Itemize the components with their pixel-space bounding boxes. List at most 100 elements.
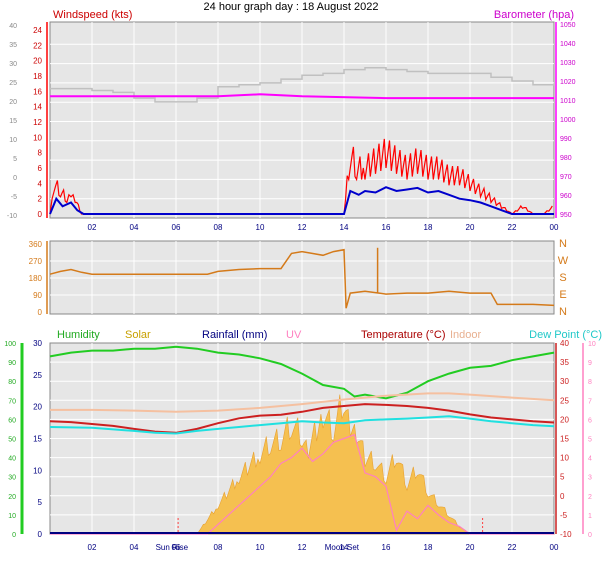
wind-tick-label: 0 (38, 210, 43, 219)
baro-tick-label: 950 (560, 212, 572, 219)
wind-tick-label: 10 (33, 133, 42, 142)
compass-label: N (559, 306, 567, 318)
uv-tick-label: 6 (588, 417, 592, 424)
temp-tick-label: 20 (560, 415, 569, 424)
wind-outer-tick-label: 25 (9, 80, 17, 87)
wind-tick-label: 2 (38, 195, 43, 204)
compass-label: E (559, 289, 566, 301)
x-tick-label-top: 06 (172, 223, 181, 232)
legend-label: UV (286, 329, 302, 341)
temp-tick-label: 0 (560, 492, 565, 501)
rain-tick-label: 15 (33, 435, 42, 444)
temp-panel-labels: Humidity Solar Rainfall (mm) UV Temperature … (57, 329, 602, 341)
temp-tick-label: 25 (560, 396, 569, 405)
legend-label: Humidity (57, 329, 100, 341)
temp-tick-label: 40 (560, 339, 569, 348)
temp-tick-label: 15 (560, 435, 569, 444)
wind-tick-label: 18 (33, 72, 42, 81)
direction-tick-label: 270 (29, 257, 43, 266)
humidity-tick-label: 100 (4, 341, 16, 348)
temp-series (49, 345, 555, 535)
x-tick-label-bottom: 04 (130, 543, 139, 552)
uv-tick-label: 5 (588, 437, 592, 444)
wind-tick-label: 22 (33, 41, 42, 50)
x-tick-label-bottom: 06 (172, 543, 181, 552)
compass-label: S (559, 272, 566, 284)
compass-label: W (558, 255, 569, 267)
direction-series (49, 247, 555, 309)
uv-tick-label: 1 (588, 513, 592, 520)
baro-tick-label: 960 (560, 193, 572, 200)
x-tick-label-top: 02 (88, 223, 97, 232)
uv-tick-label: 8 (588, 379, 592, 386)
direction-tick-label: 0 (38, 308, 43, 317)
barometer-label: Barometer (hpa) (494, 9, 574, 21)
rain-tick-label: 10 (33, 466, 42, 475)
x-tick-label-bottom: 08 (214, 543, 223, 552)
rain-tick-label: 20 (33, 403, 42, 412)
wind-tick-label: 8 (38, 149, 43, 158)
legend-label: Indoor (450, 329, 482, 341)
wind-tick-label: 14 (33, 103, 42, 112)
legend-label: Dew Point (°C) (529, 329, 602, 341)
windspeed-label: Windspeed (kts) (53, 9, 132, 21)
humidity-tick-label: 10 (8, 513, 16, 520)
x-tick-label-bottom: 10 (256, 543, 265, 552)
uv-tick-label: 0 (588, 532, 592, 539)
sunrise-label: Sun Rise (156, 543, 189, 552)
x-tick-labels: 02 02 04 04 06 06 08 08 10 10 12 12 14 14 16 16 18 18 20 20… (88, 223, 559, 552)
baro-tick-label: 970 (560, 174, 572, 181)
baro-tick-label: 990 (560, 136, 572, 143)
x-tick-label-top: 10 (256, 223, 265, 232)
x-tick-label-top: 12 (298, 223, 307, 232)
x-tick-label-bottom: 20 (466, 543, 475, 552)
x-tick-label-bottom: 12 (298, 543, 307, 552)
legend-label: Temperature (°C) (361, 329, 445, 341)
wind-tick-label: 6 (38, 164, 43, 173)
uv-tick-label: 7 (588, 398, 592, 405)
wind-tick-label: 16 (33, 87, 42, 96)
moonset-label: Moon Set (325, 543, 360, 552)
uv-tick-label: 3 (588, 475, 592, 482)
wind-outer-tick-label: 20 (9, 99, 17, 106)
temp-tick-label: 10 (560, 454, 569, 463)
uv-tick-label: 2 (588, 494, 592, 501)
humidity-tick-label: 80 (8, 379, 16, 386)
rain-tick-label: 5 (38, 498, 43, 507)
baro-tick-label: 1000 (560, 117, 576, 124)
humidity-tick-label: 70 (8, 398, 16, 405)
x-tick-label-bottom: 18 (424, 543, 433, 552)
legend-label: Rainfall (mm) (202, 329, 267, 341)
wind-outer-tick-label: 10 (9, 137, 17, 144)
x-tick-label-bottom: 00 (550, 543, 559, 552)
wind-line (49, 186, 554, 215)
uv-tick-label: 9 (588, 360, 592, 367)
uv-tick-label: 4 (588, 456, 592, 463)
wind-tick-label: 24 (33, 26, 42, 35)
rain-tick-label: 25 (33, 371, 42, 380)
x-tick-label-top: 20 (466, 223, 475, 232)
humidity-tick-label: 40 (8, 456, 16, 463)
direction-grid (50, 241, 554, 314)
baro-tick-label: 1010 (560, 98, 576, 105)
indoor-line (50, 392, 555, 413)
wind-tick-label: 12 (33, 118, 42, 127)
wind-outer-tick-label: 15 (9, 118, 17, 125)
direction-tick-label: 180 (29, 274, 43, 283)
humidity-tick-label: 90 (8, 360, 16, 367)
temp-axes: 1009080706050403020100302520151050403530… (4, 339, 596, 539)
x-tick-label-top: 18 (424, 223, 433, 232)
temp-tick-label: 30 (560, 377, 569, 386)
wind-outer-tick-label: 0 (13, 175, 17, 182)
baro-tick-label: 1050 (560, 22, 576, 29)
x-tick-label-top: 08 (214, 223, 223, 232)
x-tick-label-top: 16 (382, 223, 391, 232)
baro-tick-label: 1040 (560, 41, 576, 48)
direction-tick-label: 360 (29, 240, 43, 249)
chart-title: 24 hour graph day : 18 August 2022 (204, 1, 379, 13)
uv-line (50, 433, 554, 535)
x-tick-label-bottom: 22 (508, 543, 517, 552)
wind-axes: 4035302520151050-5-102422201816141210864… (7, 22, 576, 220)
